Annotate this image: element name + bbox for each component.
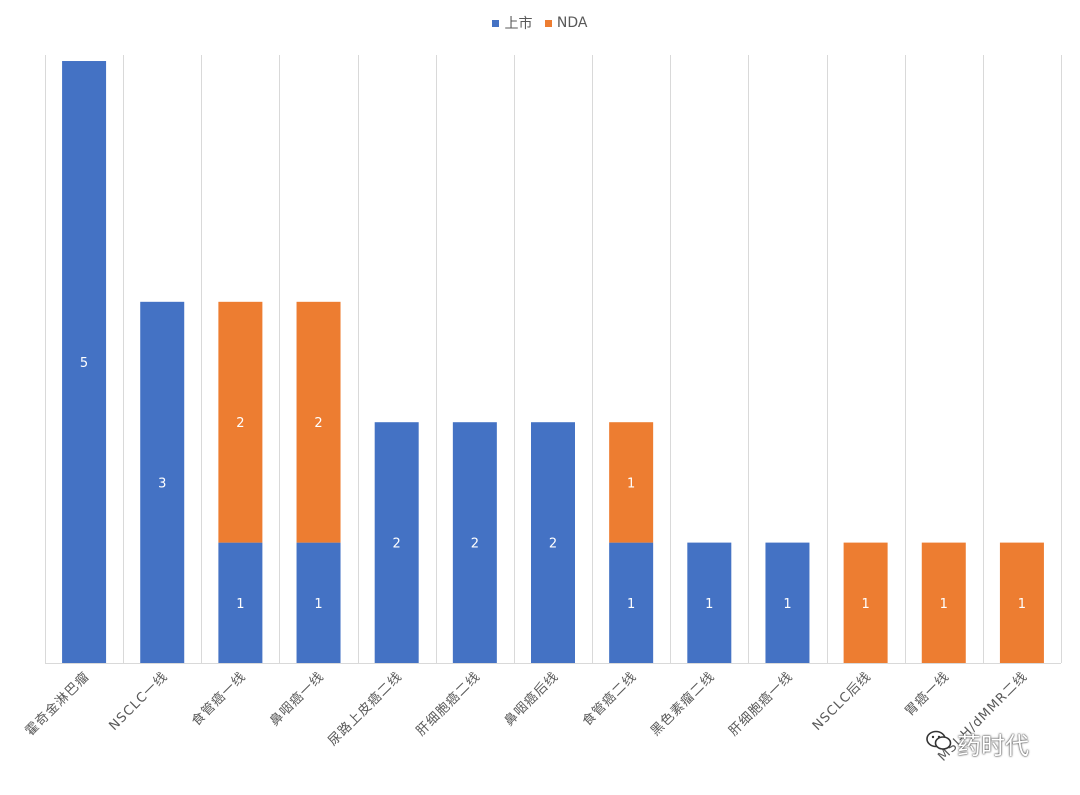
x-tick-label: 胃癌一线 [902,669,953,720]
data-label: 2 [393,537,401,552]
data-label: 1 [314,597,322,612]
bar-listed [609,542,654,663]
data-label: 2 [236,416,244,431]
legend-label-listed: 上市 [504,16,533,32]
x-tick-label: 肝细胞癌二线 [413,669,484,740]
bar-nda [218,301,263,543]
bar-nda [999,542,1044,663]
data-label: 1 [705,597,713,612]
watermark-text: 药时代 [957,732,1029,760]
bar-nda [843,542,888,663]
bar-listed [296,542,341,663]
bar-nda [609,422,654,543]
data-label: 1 [861,597,869,612]
legend-label-nda: NDA [556,15,588,31]
data-label: 2 [314,416,322,431]
data-label: 1 [627,476,635,491]
x-tick-label: 食管癌二线 [579,669,640,730]
bar-listed [452,422,497,663]
data-label: 1 [783,597,791,612]
data-label: 1 [627,597,635,612]
wechat-icon [925,729,953,759]
x-tick-label: 肝细胞癌一线 [726,669,797,740]
data-label: 1 [236,597,244,612]
legend: 上市 NDA [0,13,1080,33]
x-tick-label: 尿路上皮癌二线 [325,669,406,750]
legend-swatch-nda [544,19,552,27]
x-tick-label: 黑色素瘤二线 [647,669,718,740]
watermark: 药时代 [925,726,1029,761]
x-tick-label: 食管癌一线 [188,669,249,730]
legend-item-listed: 上市 [492,13,532,33]
data-label: 2 [549,537,557,552]
bar-listed [62,61,107,664]
legend-swatch-listed [492,19,500,27]
data-label: 5 [80,356,88,371]
x-tick-label: NSCLC一线 [106,669,171,734]
x-tick-label: NSCLC后线 [810,669,875,734]
bar-nda [921,542,966,663]
bar-listed [140,301,185,663]
bar-listed [687,542,732,663]
data-label: 1 [940,597,948,612]
bar-listed [374,422,419,663]
x-tick-label: 霍奇金淋巴瘤 [22,669,93,740]
x-tick-label: 鼻咽癌后线 [501,669,562,730]
bar-nda [296,301,341,543]
bar-listed [531,422,575,663]
data-label: 1 [1018,597,1026,612]
legend-item-nda: NDA [544,15,588,31]
data-label: 3 [158,476,166,491]
data-label: 2 [471,537,479,552]
bar-listed [218,542,263,663]
x-tick-label: 鼻咽癌一线 [267,669,328,730]
bar-listed [765,542,810,663]
